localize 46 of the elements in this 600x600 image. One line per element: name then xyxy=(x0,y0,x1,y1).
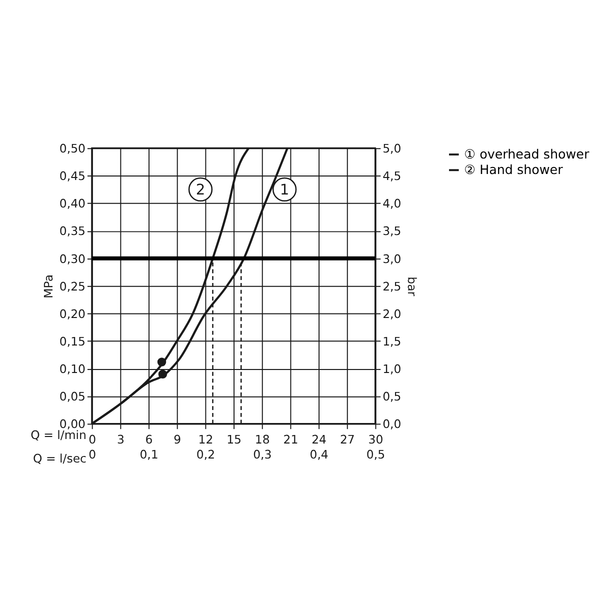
x2-tick-label: 0,4 xyxy=(310,447,328,462)
x-tick-label: 9 xyxy=(174,432,182,447)
x-tick-label: 0 xyxy=(88,432,96,447)
x-tick-label: 15 xyxy=(226,432,242,447)
x2-tick-label: 0,2 xyxy=(196,447,216,462)
x2-tick-label: 0 xyxy=(88,447,96,462)
y2-tick-label: 1,5 xyxy=(382,334,402,348)
y-tick-label: 0,30 xyxy=(59,252,86,266)
y-tick-label: 0,15 xyxy=(59,334,86,348)
x2-tick-label: 0,1 xyxy=(140,447,158,462)
x-tick-label: 18 xyxy=(254,432,270,447)
annotation: 2 xyxy=(196,181,206,198)
x-tick-label: 27 xyxy=(340,432,355,447)
y2-tick-label: 3,5 xyxy=(382,224,402,238)
x2-tick-label: 0,3 xyxy=(253,447,272,462)
x2-axis-title: Q = l/sec xyxy=(33,451,86,466)
annotation: 1 xyxy=(280,181,290,198)
y2-tick-label: 0,0 xyxy=(382,417,402,432)
y2-tick-label: 4,0 xyxy=(382,196,402,211)
x-tick-label: 12 xyxy=(198,432,214,447)
y-tick-label: 0,05 xyxy=(59,390,86,404)
y2-tick-label: 4,5 xyxy=(382,169,402,184)
x-tick-label: 6 xyxy=(145,432,153,447)
y2-tick-label: 2,0 xyxy=(382,306,402,321)
y2-tick-label: 0,5 xyxy=(382,390,402,404)
y-tick-label: 0,40 xyxy=(59,196,86,211)
y2-tick-label: 2,5 xyxy=(382,279,402,294)
x2-tick-label: 0,5 xyxy=(366,447,386,462)
y-tick-label: 0,10 xyxy=(59,362,86,376)
y-tick-label: 0,50 xyxy=(59,142,86,156)
legend-label: ① overhead shower xyxy=(464,146,590,162)
y-axis-title: MPa xyxy=(42,274,56,298)
y-tick-label: 0,35 xyxy=(59,224,86,238)
y2-axis-title: bar xyxy=(405,276,420,296)
x-tick-label: 24 xyxy=(312,432,327,447)
x-tick-label: 21 xyxy=(283,432,298,447)
legend-label: ② Hand shower xyxy=(464,162,564,178)
y-tick-label: 0,25 xyxy=(59,279,86,294)
y-tick-label: 0,20 xyxy=(59,306,86,321)
y-tick-label: 0,00 xyxy=(59,417,86,432)
y2-tick-label: 5,0 xyxy=(382,142,402,156)
y-tick-label: 0,45 xyxy=(59,169,86,184)
x-tick-label: 3 xyxy=(116,432,124,447)
y2-tick-label: 3,0 xyxy=(382,252,402,266)
y2-tick-label: 1,0 xyxy=(382,362,402,376)
x-tick-label: 30 xyxy=(368,432,384,447)
